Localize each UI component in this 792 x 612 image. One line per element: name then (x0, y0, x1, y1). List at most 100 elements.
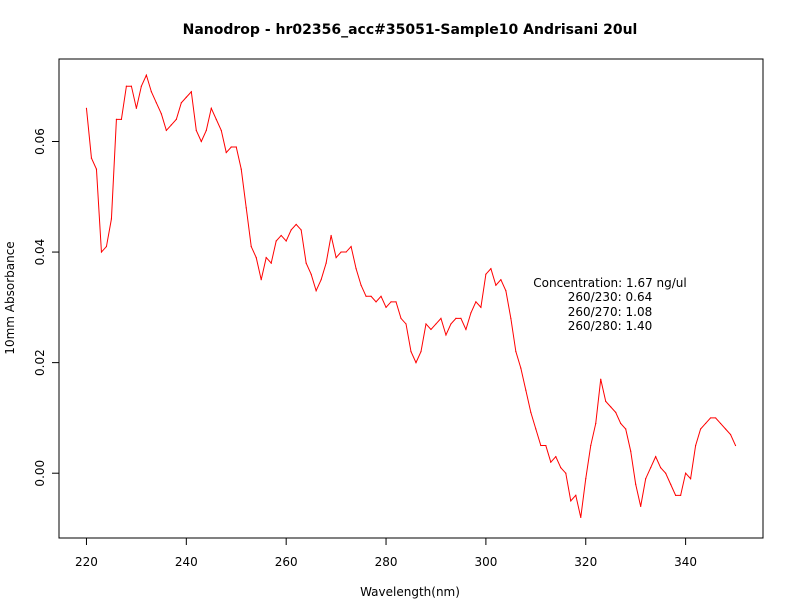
data-point (115, 118, 118, 120)
data-point (535, 428, 537, 430)
data-point (620, 422, 622, 425)
data-point (455, 317, 457, 319)
data-point (95, 168, 98, 170)
data-point (625, 428, 627, 430)
data-point (215, 118, 217, 120)
data-point (660, 467, 662, 469)
data-point (545, 444, 547, 447)
data-point (605, 400, 607, 402)
data-point (155, 102, 157, 104)
data-point (635, 483, 637, 485)
data-point (100, 251, 103, 253)
x-tick-label: 240 (175, 555, 198, 569)
x-axis: 220 240 260 280 300 320 340 (75, 537, 697, 569)
data-point (585, 478, 587, 480)
data-point (405, 323, 407, 325)
data-point (230, 146, 232, 148)
data-point (645, 478, 647, 480)
data-point (360, 284, 362, 286)
data-point (675, 494, 677, 496)
data-point (85, 107, 88, 109)
data-point (600, 378, 602, 380)
data-point (315, 290, 317, 292)
data-point (650, 467, 652, 469)
data-point (540, 444, 542, 447)
annotation-ratio-260-230: 260/230: 0.64 (568, 290, 652, 304)
data-point (510, 317, 512, 319)
data-point (480, 306, 482, 308)
data-point (195, 129, 197, 132)
data-point (560, 467, 562, 469)
y-axis-label: 10mm Absorbance (3, 241, 17, 354)
data-point (695, 444, 697, 447)
data-point (145, 74, 147, 76)
data-point (375, 301, 377, 303)
annotation-ratio-260-280: 260/280: 1.40 (568, 319, 652, 333)
data-point (630, 450, 632, 452)
data-point (719, 422, 722, 425)
data-point (670, 483, 672, 485)
data-point (105, 245, 108, 248)
data-point (709, 417, 712, 419)
data-point (125, 85, 127, 87)
data-point (450, 323, 452, 325)
x-tick-label: 320 (574, 555, 597, 569)
data-point (729, 433, 732, 436)
data-point (440, 317, 442, 319)
data-point (685, 472, 687, 474)
data-point (330, 234, 332, 237)
data-point (380, 295, 382, 297)
data-point (110, 218, 113, 220)
data-point (425, 323, 427, 325)
data-point (565, 472, 567, 474)
data-point (265, 256, 267, 259)
data-point (305, 262, 307, 264)
data-point (465, 328, 467, 331)
data-point (610, 406, 612, 408)
data-point (140, 85, 142, 87)
data-point (485, 273, 487, 275)
data-point (270, 262, 272, 264)
data-point (435, 323, 437, 325)
data-point (345, 251, 347, 253)
data-point (550, 461, 552, 463)
data-point (185, 96, 187, 98)
data-point (680, 494, 682, 496)
data-point (520, 367, 522, 369)
data-point (90, 157, 93, 159)
data-point (245, 207, 247, 209)
data-point (734, 444, 737, 447)
series-points (85, 74, 737, 519)
x-tick-label: 260 (275, 555, 298, 569)
data-point (225, 151, 227, 154)
data-point (310, 273, 312, 275)
data-point (515, 350, 517, 353)
data-point (460, 317, 462, 319)
annotation-block: Concentration: 1.67 ng/ul 260/230: 0.64 … (533, 276, 687, 333)
data-point (250, 245, 252, 248)
data-point (655, 456, 657, 458)
data-point (120, 118, 123, 120)
x-tick-label: 300 (474, 555, 497, 569)
data-point (699, 428, 702, 430)
data-point (180, 102, 182, 104)
data-point (470, 312, 472, 314)
data-point (415, 362, 417, 364)
y-tick-label: 0.00 (33, 460, 47, 487)
data-point (395, 301, 397, 303)
data-point (420, 350, 422, 353)
data-point (295, 223, 297, 226)
data-point (280, 234, 282, 237)
x-axis-label: Wavelength(nm) (360, 585, 460, 599)
data-point (200, 140, 202, 143)
x-tick-label: 340 (674, 555, 697, 569)
data-point (475, 301, 477, 303)
data-point (430, 328, 432, 331)
data-point (525, 389, 527, 391)
data-point (130, 85, 132, 87)
data-point (580, 516, 582, 519)
data-point (150, 91, 152, 93)
data-point (175, 118, 177, 120)
